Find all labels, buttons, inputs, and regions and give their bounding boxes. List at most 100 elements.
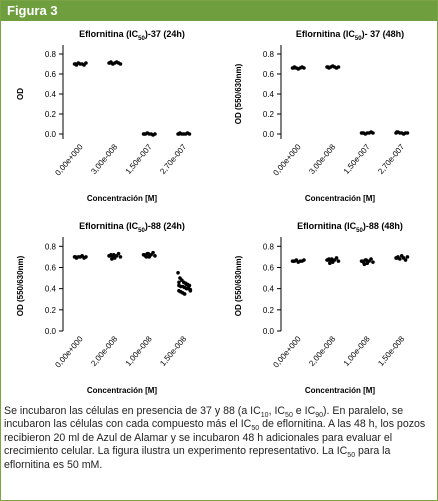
title-part: 50	[138, 36, 145, 42]
y-tick-label: 0.2	[45, 110, 57, 119]
title-part: )-88 (24h)	[145, 221, 185, 231]
x-tick-label: 1,00e-008	[342, 334, 372, 368]
data-point	[116, 251, 121, 256]
y-tick-label: 0.6	[263, 263, 275, 272]
y-tick-label: 0.8	[263, 50, 275, 59]
caption-subscript: 10	[260, 412, 269, 420]
data-point	[73, 255, 78, 259]
data-point	[73, 62, 78, 66]
title-part: 50	[355, 36, 362, 42]
caption-text: ). En paralelo, se incubaron las células…	[4, 405, 404, 431]
data-point	[326, 65, 330, 69]
data-point	[360, 259, 365, 263]
chart-title: Eflornitina (IC50)-37 (24h)	[79, 29, 185, 42]
data-point	[334, 256, 339, 260]
data-point	[403, 258, 408, 262]
y-tick-label: 0.0	[45, 327, 57, 336]
data-point	[326, 258, 330, 262]
x-tick-label: 0,00e+000	[271, 334, 303, 369]
data-point	[176, 270, 180, 275]
data-point	[84, 61, 88, 65]
y-tick-label: 0.6	[263, 70, 275, 79]
data-point	[395, 130, 399, 134]
title-part: )-88 (48h)	[363, 221, 403, 231]
data-point	[371, 131, 375, 135]
data-point	[329, 257, 334, 261]
y-axis-label: OD (550/630nm)	[234, 255, 243, 316]
x-tick-label: 0,00e+000	[53, 142, 85, 177]
data-point	[177, 132, 181, 136]
data-point	[369, 257, 373, 261]
y-tick-label: 0.2	[45, 306, 57, 315]
data-point	[111, 252, 116, 257]
chart-title: Eflornitina (IC50)-88 (48h)	[297, 221, 403, 234]
data-point	[395, 256, 399, 260]
data-point	[118, 62, 123, 66]
caption-text: , IC	[268, 405, 286, 417]
x-tick-label: 2,70e-007	[376, 142, 406, 176]
data-point	[153, 254, 157, 258]
caption-text: para la eflornitina es 50 mM.	[4, 445, 391, 471]
x-tick-label: 2,00e-008	[307, 334, 337, 368]
x-axis-label: Concentración [M]	[87, 194, 158, 203]
caption-text: Se incubaron las células en presencia de…	[4, 405, 261, 417]
data-point	[405, 255, 410, 259]
charts: Eflornitina (IC50)-37 (24h)OD0.00.20.40.…	[16, 29, 410, 395]
y-axis-label: OD (550/630nm)	[234, 63, 243, 124]
data-point	[362, 262, 367, 267]
caption-subscript: 90	[315, 412, 324, 420]
data-point	[151, 250, 155, 255]
x-tick-label: 1,50e-008	[158, 334, 188, 368]
data-point	[84, 255, 88, 259]
x-tick-label: 1,50e-007	[342, 142, 372, 176]
y-tick-label: 0.8	[263, 242, 275, 251]
data-point	[371, 260, 375, 264]
title-part: Eflornitina (IC	[79, 221, 138, 231]
data-point	[187, 132, 192, 136]
data-point	[108, 61, 112, 65]
y-tick-label: 0.2	[263, 110, 275, 119]
y-tick-label: 0.6	[45, 263, 57, 272]
caption-text: de eflornitina. A las 48 h, los pozos re…	[4, 418, 426, 458]
y-tick-label: 0.8	[45, 50, 57, 59]
chart-title: Eflornitina (IC50)- 37 (48h)	[296, 29, 404, 42]
data-point	[186, 285, 191, 290]
y-tick-label: 0.8	[45, 242, 57, 251]
title-part: Eflornitina (IC	[297, 221, 356, 231]
y-tick-label: 0.2	[263, 306, 275, 315]
data-point	[336, 259, 341, 263]
caption-subscript: 50	[347, 452, 356, 460]
y-tick-label: 0.6	[45, 70, 57, 79]
title-part: 50	[356, 228, 363, 234]
data-point	[291, 259, 296, 263]
x-tick-label: 0,00e+000	[271, 142, 303, 177]
y-tick-label: 0.4	[263, 285, 275, 294]
x-tick-label: 2,00e-008	[89, 334, 119, 368]
x-tick-label: 3,00e-008	[89, 142, 119, 176]
x-tick-label: 1,50e-008	[376, 334, 406, 368]
data-point	[108, 254, 112, 258]
title-part: 50	[138, 228, 145, 234]
data-point	[398, 257, 402, 261]
x-tick-label: 2,70e-007	[158, 142, 188, 176]
data-point	[188, 288, 193, 293]
title-part: )-37 (24h)	[145, 29, 185, 39]
y-tick-label: 0.4	[45, 90, 57, 99]
y-tick-label: 0.4	[45, 285, 57, 294]
data-point	[184, 282, 189, 287]
caption-text: e IC	[292, 405, 316, 417]
data-point	[302, 258, 306, 262]
data-point	[144, 255, 149, 259]
x-axis-label: Concentración [M]	[305, 194, 376, 203]
y-tick-label: 0.4	[263, 90, 275, 99]
caption-subscript: 50	[251, 425, 260, 433]
data-point	[364, 258, 369, 262]
data-point	[302, 66, 306, 70]
y-tick-label: 0.0	[263, 327, 275, 336]
caption-subscript: 50	[285, 412, 293, 420]
x-tick-label: 1,00e-008	[124, 334, 154, 368]
data-point	[142, 132, 147, 136]
x-axis-label: Concentración [M]	[305, 386, 376, 395]
data-point	[291, 66, 296, 70]
